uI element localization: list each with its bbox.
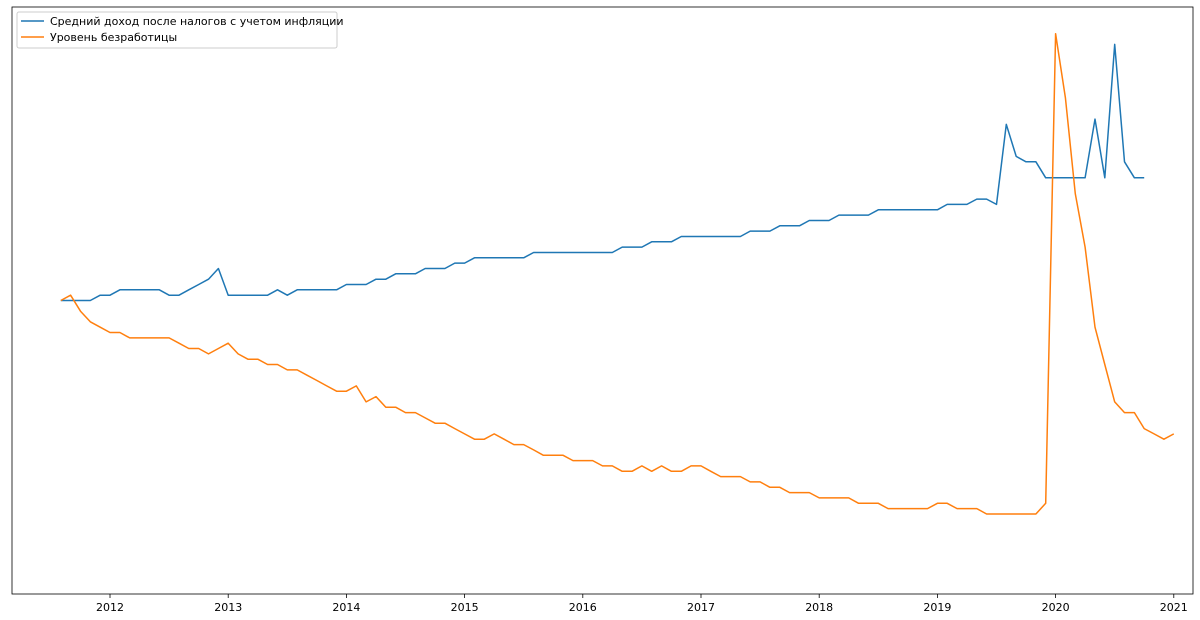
x-tick-label: 2015 [451,601,479,614]
x-tick-label: 2017 [687,601,715,614]
legend: Средний доход после налогов с учетом инф… [16,11,344,49]
series-line-1 [60,32,1175,515]
series-line-0 [60,43,1145,302]
x-tick-label: 2014 [332,601,360,614]
x-tick-label: 2020 [1042,601,1070,614]
x-tick-label: 2013 [214,601,242,614]
legend-box [16,11,338,49]
legend-label-unemployment: Уровень безработицы [50,31,177,44]
plot-area-frame [11,6,1194,595]
x-tick-label: 2018 [805,601,833,614]
x-tick-label: 2019 [923,601,951,614]
series-layer [60,32,1175,515]
x-tick-label: 2012 [96,601,124,614]
x-tick-label: 2021 [1160,601,1188,614]
x-tick-label: 2016 [569,601,597,614]
legend-label-income: Средний доход после налогов с учетом инф… [50,15,344,28]
x-axis: 2012 2013 2014 2015 2016 2017 2018 2019 2020 2021 [96,594,1188,614]
